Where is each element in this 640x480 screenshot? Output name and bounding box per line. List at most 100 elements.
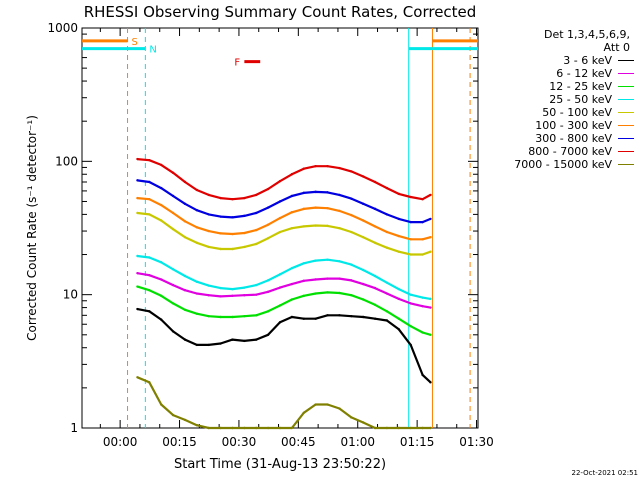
data-point bbox=[278, 179, 282, 183]
x-tick-label: 00:30 bbox=[222, 435, 257, 449]
series-line bbox=[137, 211, 431, 256]
data-point bbox=[421, 238, 424, 241]
data-point bbox=[171, 268, 175, 271]
legend-entry: 12 - 25 keV bbox=[480, 80, 636, 93]
data-point bbox=[302, 411, 305, 415]
legend-entries: 3 - 6 keV 6 - 12 keV 12 - 25 keV 25 - 50 ke… bbox=[480, 54, 636, 171]
x-tick-label: 00:00 bbox=[103, 435, 138, 449]
data-point bbox=[195, 188, 199, 192]
data-point bbox=[207, 229, 210, 233]
legend-label: 3 - 6 keV bbox=[563, 54, 612, 67]
series-line bbox=[137, 285, 431, 336]
data-point bbox=[148, 273, 151, 277]
data-point bbox=[278, 304, 282, 307]
data-point bbox=[183, 274, 187, 278]
data-point bbox=[183, 202, 187, 206]
data-point bbox=[231, 287, 234, 291]
data-point bbox=[397, 426, 400, 430]
data-point bbox=[278, 273, 282, 276]
data-point bbox=[373, 207, 377, 211]
data-point bbox=[171, 330, 175, 333]
data-point bbox=[183, 418, 187, 422]
data-point bbox=[243, 314, 246, 318]
flag-label: N bbox=[149, 45, 156, 56]
data-point bbox=[195, 209, 199, 212]
data-point bbox=[278, 230, 282, 234]
legend-swatch bbox=[618, 99, 634, 100]
data-point bbox=[255, 293, 258, 296]
legend-swatch bbox=[618, 86, 634, 87]
data-point bbox=[409, 302, 412, 305]
data-point bbox=[409, 293, 412, 296]
data-point bbox=[231, 315, 234, 319]
data-point bbox=[255, 314, 258, 317]
data-point bbox=[326, 314, 329, 317]
data-point bbox=[266, 237, 270, 240]
data-point bbox=[219, 426, 222, 430]
data-point bbox=[385, 319, 389, 322]
data-point bbox=[421, 220, 424, 224]
data-point bbox=[314, 206, 317, 209]
data-point bbox=[429, 217, 432, 221]
data-point bbox=[231, 426, 234, 430]
data-point bbox=[361, 219, 365, 222]
y-axis-label: Corrected Count Rate (s⁻¹ detector⁻¹) bbox=[25, 115, 39, 341]
data-point bbox=[361, 315, 365, 319]
data-point bbox=[278, 321, 282, 324]
data-point bbox=[326, 291, 329, 294]
series-line bbox=[137, 179, 431, 224]
data-point bbox=[160, 186, 163, 190]
legend-label: 6 - 12 keV bbox=[556, 67, 612, 80]
data-point bbox=[219, 232, 222, 235]
data-point bbox=[255, 228, 258, 232]
series-line bbox=[137, 197, 431, 241]
data-point bbox=[160, 318, 163, 321]
flag-label: F bbox=[234, 58, 240, 69]
data-point bbox=[350, 213, 353, 217]
data-point bbox=[290, 211, 294, 214]
data-point bbox=[421, 253, 424, 256]
data-point bbox=[160, 261, 163, 264]
data-point bbox=[136, 307, 139, 311]
data-point bbox=[373, 225, 377, 228]
data-point bbox=[243, 426, 246, 430]
data-point bbox=[397, 192, 400, 196]
y-tick-label: 10 bbox=[63, 288, 78, 302]
data-point bbox=[207, 294, 210, 297]
data-point bbox=[397, 250, 400, 253]
data-point bbox=[183, 235, 187, 239]
data-point bbox=[148, 256, 151, 259]
legend-label: 300 - 800 keV bbox=[535, 132, 612, 145]
data-point bbox=[385, 246, 389, 249]
data-point bbox=[183, 220, 187, 223]
data-point bbox=[429, 297, 432, 301]
data-point bbox=[290, 426, 294, 430]
data-point bbox=[255, 283, 258, 287]
data-point bbox=[314, 278, 317, 281]
data-point bbox=[148, 213, 151, 216]
x-tick-label: 01:00 bbox=[340, 435, 375, 449]
data-point bbox=[207, 245, 210, 249]
data-point bbox=[397, 328, 400, 331]
legend-entry: 800 - 7000 keV bbox=[480, 145, 636, 158]
data-point bbox=[266, 206, 270, 209]
data-point bbox=[207, 213, 210, 216]
data-point bbox=[290, 194, 294, 198]
data-point bbox=[361, 202, 365, 206]
data-point bbox=[385, 230, 389, 234]
data-point bbox=[385, 310, 389, 313]
data-point bbox=[326, 224, 329, 228]
legend-swatch bbox=[618, 112, 634, 113]
data-point bbox=[409, 238, 412, 241]
data-point bbox=[373, 241, 377, 244]
data-point bbox=[314, 292, 317, 295]
data-point bbox=[302, 262, 305, 265]
data-point bbox=[290, 298, 294, 301]
data-point bbox=[385, 213, 389, 216]
data-point bbox=[148, 310, 151, 313]
data-point bbox=[338, 166, 341, 170]
data-point bbox=[278, 216, 282, 220]
data-point bbox=[266, 333, 270, 337]
y-tick-label: 100 bbox=[55, 154, 78, 168]
data-point bbox=[219, 196, 222, 200]
